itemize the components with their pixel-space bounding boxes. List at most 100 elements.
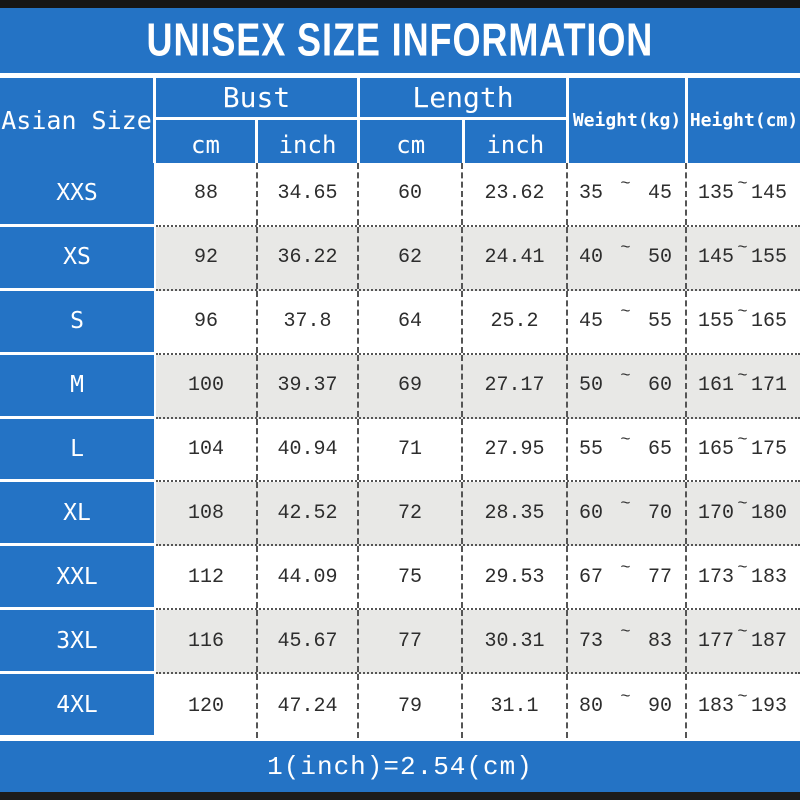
bust-inch-cell: 39.37 [256,354,357,417]
length-cm-cell: 64 [357,290,461,353]
length-inch-cell: 30.31 [461,610,566,673]
tilde-symbol: ~ [620,431,631,450]
length-cm-cell: 69 [357,354,461,417]
length-cm-cell: 62 [357,226,461,289]
weight-max: 83 [647,629,672,653]
height-min: 155 [698,310,735,334]
bust-cm-cell: 100 [187,374,224,398]
bust-header-group: Bust cm inch [156,78,357,163]
weight-range-cell: 40 ~ 50 [566,226,685,289]
height-max: 193 [750,694,787,718]
height-max: 183 [750,565,787,589]
row-data: 116 45.67 77 30.31 73 ~ 83 177 ~ 187 [156,610,800,675]
length-header-group: Length cm inch [357,78,566,163]
tilde-symbol: ~ [620,558,631,578]
row-size-label: XXL [0,546,156,611]
height-min: 177 [698,629,735,653]
bust-inch-cell: 34.65 [256,163,357,225]
bust-inch-cell: 37.8 [256,290,357,353]
weight-range-cell: 50 ~ 60 [566,354,685,417]
row-data: 100 39.37 69 27.17 50 ~ 60 161 ~ 171 [156,354,800,419]
row-data: 104 40.94 71 27.95 55 ~ 65 165 ~ 175 [156,418,800,483]
length-inch-cell: 25.2 [461,290,566,353]
bust-cm-cell: 96 [193,310,218,334]
table-body: XXS 88 34.65 60 23.62 35 ~ 45 135 ~ 145 … [0,163,800,739]
row-size-label: L [0,418,156,483]
height-min: 145 [698,246,735,270]
tilde-symbol: ~ [737,558,748,578]
weight-max: 70 [647,501,672,525]
top-border-bar [0,0,800,8]
length-cm-cell: 71 [357,418,461,481]
height-header: Height(cm) [685,78,800,163]
height-range-cell: 183 ~ 193 [685,674,800,739]
row-data: 88 34.65 60 23.62 35 ~ 45 135 ~ 145 [156,163,800,227]
row-size-label: XS [0,226,156,291]
height-max: 175 [750,438,787,461]
height-range-cell: 161 ~ 171 [685,354,800,417]
tilde-symbol: ~ [620,175,631,195]
length-cm-cell: 75 [357,546,461,609]
tilde-symbol: ~ [737,175,748,195]
table-row: S 96 37.8 64 25.2 45 ~ 55 155 ~ 165 [0,290,800,355]
bust-inch-cell: 42.52 [256,482,357,545]
row-size-label: M [0,354,156,419]
length-inch-cell: 27.17 [461,354,566,417]
weight-range-cell: 60 ~ 70 [566,482,685,545]
length-header-label: Length [360,78,566,120]
table-header: Asian Size Bust cm inch Length cm inch W… [0,78,800,163]
tilde-symbol: ~ [620,494,631,514]
bust-cm-header: cm [156,120,258,163]
weight-range-cell: 35 ~ 45 [566,163,685,225]
tilde-symbol: ~ [737,494,748,514]
asian-size-header: Asian Size [0,78,156,163]
height-min: 183 [698,694,735,718]
weight-max: 77 [647,565,672,589]
bust-inch-cell: 45.67 [256,610,357,673]
bust-inch-cell: 47.24 [256,674,357,739]
tilde-symbol: ~ [737,367,748,387]
length-cm-cell: 79 [357,674,461,739]
height-min: 170 [698,501,735,525]
length-inch-cell: 31.1 [461,674,566,739]
weight-range-cell: 55 ~ 65 [566,418,685,481]
row-data: 112 44.09 75 29.53 67 ~ 77 173 ~ 183 [156,546,800,611]
height-range-cell: 170 ~ 180 [685,482,800,545]
length-inch-cell: 28.35 [461,482,566,545]
weight-min: 35 [579,182,604,206]
row-size-label: S [0,290,156,355]
table-row: XL 108 42.52 72 28.35 60 ~ 70 170 ~ 180 [0,482,800,547]
bust-header-label: Bust [156,78,357,120]
bust-cm-cell: 108 [187,501,224,525]
weight-min: 40 [579,246,604,270]
length-subheader-row: cm inch [360,120,566,163]
page-title: UNISEX SIZE INFORMATION [146,14,654,66]
weight-min: 50 [579,374,604,398]
height-range-cell: 173 ~ 183 [685,546,800,609]
weight-min: 80 [579,694,604,718]
weight-min: 60 [579,501,604,525]
weight-max: 45 [647,182,672,206]
table-row: XS 92 36.22 62 24.41 40 ~ 50 145 ~ 155 [0,226,800,291]
weight-max: 65 [647,438,672,461]
footer-divider [0,738,800,741]
weight-header: Weight(kg) [566,78,685,163]
tilde-symbol: ~ [620,239,631,259]
length-inch-header: inch [486,131,545,159]
row-data: 92 36.22 62 24.41 40 ~ 50 145 ~ 155 [156,226,800,291]
tilde-symbol: ~ [737,303,748,323]
row-size-label: 4XL [0,674,156,739]
weight-min: 45 [579,310,604,334]
tilde-symbol: ~ [737,687,748,707]
weight-max: 90 [647,694,672,718]
bust-inch-cell: 40.94 [256,418,357,481]
height-range-cell: 165 ~ 175 [685,418,800,481]
length-inch-cell: 29.53 [461,546,566,609]
height-range-cell: 135 ~ 145 [685,163,800,225]
tilde-symbol: ~ [620,622,631,642]
table-row: 3XL 116 45.67 77 30.31 73 ~ 83 177 ~ 187 [0,610,800,675]
height-max: 171 [750,374,787,398]
height-max: 155 [750,246,787,270]
row-data: 96 37.8 64 25.2 45 ~ 55 155 ~ 165 [156,290,800,355]
